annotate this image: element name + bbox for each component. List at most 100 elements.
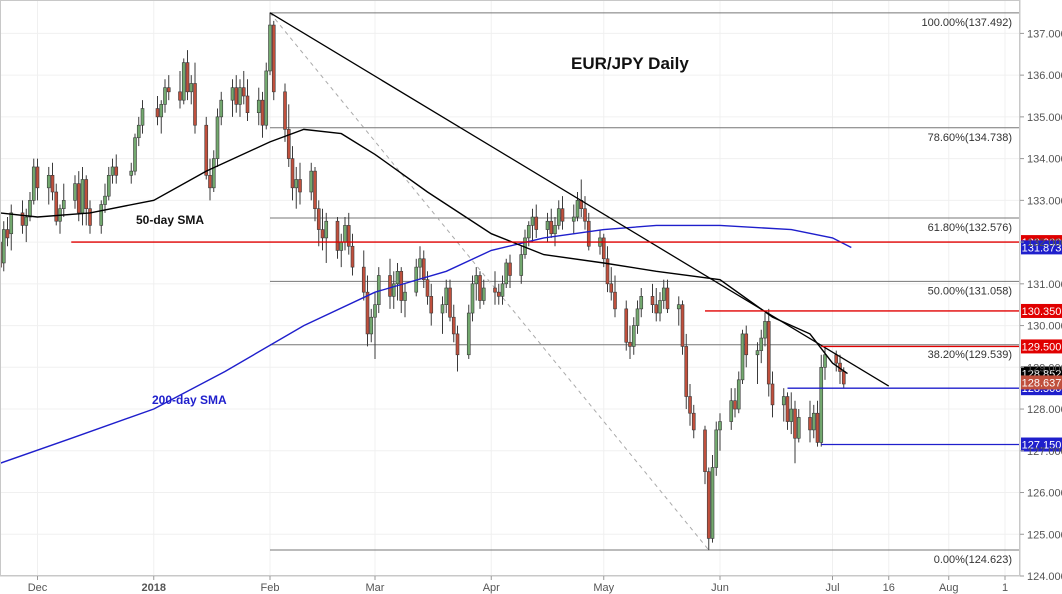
candle-body [684,346,689,397]
candle-body [575,200,580,218]
candle-body [316,208,321,230]
sma50-label: 50-day SMA [136,213,204,227]
x-tick-label: Feb [261,582,280,594]
candle-body [504,262,509,285]
candle-body [208,175,212,189]
candle-body [181,62,186,101]
candle-body [264,70,269,126]
candle-body [781,396,786,406]
candle-body [425,279,430,297]
x-tick-label: Aug [939,582,959,594]
candle-body [106,175,111,197]
candle-body [556,208,561,226]
candle-body [729,400,734,422]
candle-body [88,208,92,226]
candle-body [245,95,250,113]
candle-body [76,183,81,214]
candle-body [744,333,749,356]
sma50-line [0,128,848,375]
candle-body [320,229,325,239]
candle-body [718,421,722,431]
candle-body [759,337,764,351]
candle-body [346,225,351,247]
fib-label: 0.00%(124.623) [934,554,1012,566]
y-tick-label: 125.000 [1027,529,1062,541]
candle-body [834,354,839,364]
candle-body [178,91,182,101]
candle-body [140,108,145,126]
candle-body [796,417,801,439]
candle-body [534,216,539,230]
candle-body [823,354,827,368]
candle-body [185,62,190,93]
sma200-label: 200-day SMA [152,393,227,407]
candle-body [766,321,771,385]
candle-body [24,216,29,226]
candle-body [339,241,344,251]
indicator-lines [0,12,890,464]
candle-body [455,333,460,356]
fib-label: 100.00%(137.492) [921,17,1012,29]
candle-body [403,291,407,301]
x-tick-label: May [593,582,614,594]
candle-body [571,216,576,222]
candle-body [365,291,370,335]
candle-body [549,220,554,235]
candle-body [31,166,36,201]
candle-body [631,325,636,347]
candle-body [703,429,707,472]
candle-body [298,179,302,193]
candle-body [313,170,317,209]
candle-body [583,208,587,222]
y-tick-label: 137.000 [1027,28,1062,40]
candle-body [204,124,209,176]
candle-body [545,220,550,230]
level-badge-bg [1021,339,1062,354]
candle-body [84,179,89,209]
candle-body [481,287,486,301]
level-badge: 127.150 [1022,440,1062,452]
candle-body [793,408,797,439]
retracement-line [269,12,710,551]
candle-body [324,220,329,239]
candle-body [478,275,482,301]
candle-body [421,258,426,280]
price-badge: 128.637 [1022,377,1062,389]
candle-body [230,87,235,101]
candle-body [290,158,295,189]
candle-body [444,287,449,305]
candle-body [271,24,276,93]
candle-body [429,296,434,314]
candle-body [500,283,505,297]
candle-body [28,200,32,218]
candle-body [54,191,59,222]
y-tick-label: 135.000 [1027,112,1062,124]
level-badge: 130.350 [1022,306,1062,318]
candle-body [114,166,119,176]
sma200-line [0,224,852,464]
candle-body [110,166,115,176]
candle-body [395,271,400,285]
candle-body [166,87,171,93]
fib-label: 38.20%(129.539) [928,349,1012,361]
y-tick-label: 133.000 [1027,195,1062,207]
candle-body [50,175,55,193]
candle-body [103,195,107,205]
candle-body [388,275,392,297]
fib-label: 78.60%(134.738) [928,132,1012,144]
candle-body [624,308,629,343]
y-tick-label: 124.000 [1027,571,1062,583]
candle-body [343,225,347,243]
candle-body [688,396,692,414]
candle-body [163,87,167,105]
x-tick-label: 1 [1002,582,1008,594]
fibonacci-levels: 100.00%(137.492) 78.60%(134.738) 61.80%(13… [269,12,1020,566]
chart-title: EUR/JPY Daily [571,54,689,73]
candle-body [155,108,160,118]
y-tick-label: 136.000 [1027,70,1062,82]
candle-body [20,212,25,226]
candle-body [73,183,77,201]
candle-body [361,266,366,293]
candle-body [215,116,220,159]
candle-body [9,212,14,235]
